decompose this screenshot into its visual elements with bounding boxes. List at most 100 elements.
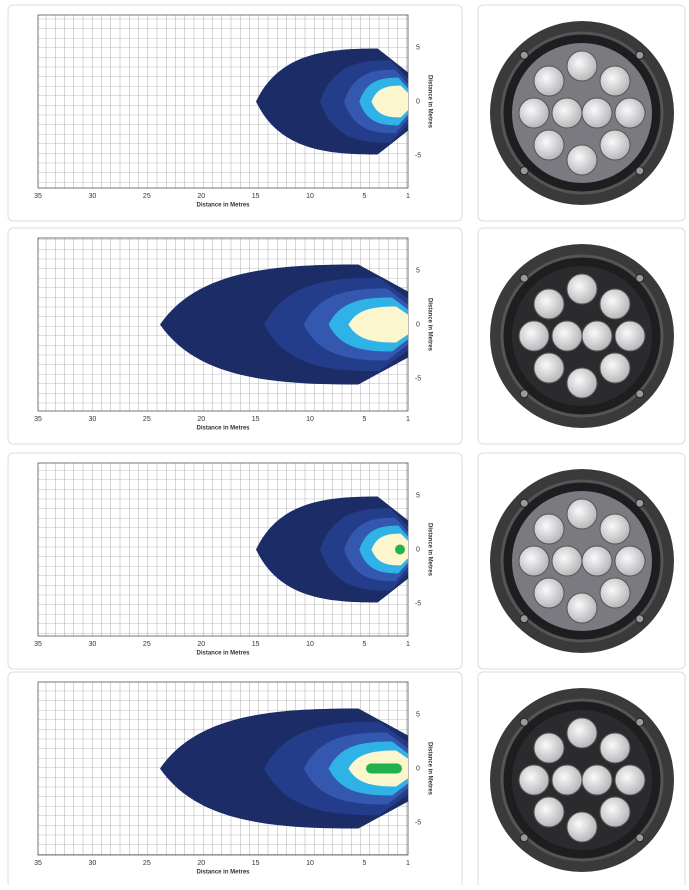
screw [635,389,645,399]
y-axis-label: Distance in Metres [426,523,432,577]
x-tick-label: 1 [406,193,410,200]
x-tick-label: 15 [252,860,260,867]
led [566,367,598,399]
screw [635,166,645,176]
x-tick-label: 1 [406,641,410,648]
led [566,50,598,82]
led [566,811,598,843]
screw [519,389,529,399]
x-tick-label: 35 [34,641,42,648]
screw [519,273,529,283]
x-tick-label: 35 [34,193,42,200]
led [566,498,598,530]
x-tick-label: 5 [363,193,367,200]
green-spot [366,763,402,774]
led [599,796,631,828]
screw [635,50,645,60]
led [599,129,631,161]
y-tick-label: 5 [416,44,420,51]
y-axis-label: Distance in Metres [426,298,432,352]
led [599,65,631,97]
beam-zone [348,306,408,343]
x-tick-label: 25 [143,860,151,867]
led [581,764,613,796]
y-tick-label: 0 [416,765,420,772]
screw [519,50,529,60]
led [533,577,565,609]
screw [519,614,529,624]
screw [635,833,645,843]
x-tick-label: 10 [306,860,314,867]
x-tick-label: 30 [89,860,97,867]
x-tick-label: 25 [143,416,151,423]
led [599,732,631,764]
led [614,320,646,352]
led [551,97,583,129]
x-tick-label: 30 [89,193,97,200]
x-tick-label: 30 [89,416,97,423]
led [551,764,583,796]
y-tick-label: -5 [415,152,421,159]
led [599,352,631,384]
x-tick-label: 15 [252,641,260,648]
led [533,352,565,384]
led [551,545,583,577]
led [533,732,565,764]
y-tick-label: -5 [415,600,421,607]
x-tick-label: 25 [143,641,151,648]
x-tick-label: 35 [34,416,42,423]
led [518,764,550,796]
x-tick-label: 10 [306,193,314,200]
x-axis-label: Distance in Metres [196,203,250,209]
y-tick-label: 0 [416,98,420,105]
x-tick-label: 5 [363,641,367,648]
screw [519,717,529,727]
x-tick-label: 5 [363,860,367,867]
led [518,97,550,129]
x-tick-label: 10 [306,416,314,423]
screw [635,717,645,727]
led [566,273,598,305]
y-tick-label: 5 [416,267,420,274]
led [614,97,646,129]
beam-zone [371,85,408,118]
led [518,545,550,577]
led [518,320,550,352]
x-tick-label: 30 [89,641,97,648]
y-tick-label: 5 [416,492,420,499]
x-axis-label: Distance in Metres [196,870,250,876]
y-tick-label: -5 [415,819,421,826]
led [614,545,646,577]
led [551,320,583,352]
led [533,796,565,828]
led [614,764,646,796]
screw [519,166,529,176]
x-tick-label: 20 [197,641,205,648]
led [566,144,598,176]
led [599,288,631,320]
y-tick-label: 5 [416,711,420,718]
y-tick-label: -5 [415,375,421,382]
screw [635,273,645,283]
screw [519,498,529,508]
x-tick-label: 20 [197,193,205,200]
led [599,577,631,609]
screw [635,498,645,508]
x-tick-label: 1 [406,860,410,867]
x-tick-label: 5 [363,416,367,423]
x-tick-label: 20 [197,860,205,867]
beam-zone [371,533,408,566]
led [533,65,565,97]
led [581,320,613,352]
led [566,717,598,749]
x-tick-label: 15 [252,193,260,200]
y-axis-label: Distance in Metres [426,75,432,129]
led [566,592,598,624]
led [533,513,565,545]
x-axis-label: Distance in Metres [196,651,250,657]
screw [635,614,645,624]
x-axis-label: Distance in Metres [196,426,250,432]
y-tick-label: 0 [416,321,420,328]
